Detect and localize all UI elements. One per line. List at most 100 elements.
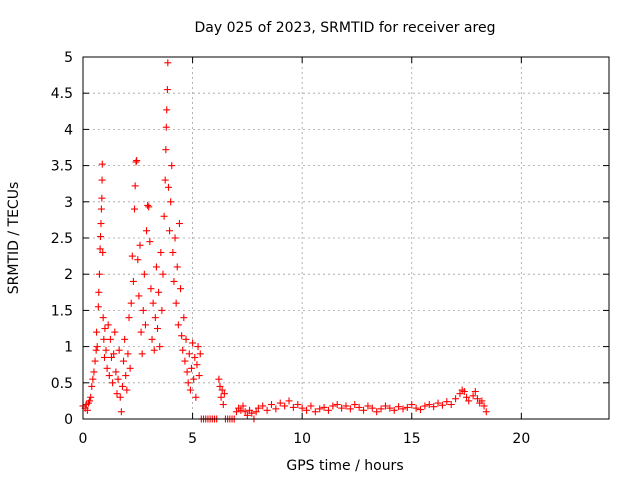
data-point [329,402,337,410]
data-point [434,399,442,407]
data-point [452,395,460,403]
data-point [263,406,271,414]
data-point [111,328,119,336]
data-point [239,402,247,410]
data-point [252,408,260,416]
data-point [456,390,464,398]
data-point [474,395,481,403]
data-point [395,403,403,411]
data-point [166,227,174,235]
data-point [412,404,420,412]
data-point [438,401,446,409]
data-point [254,404,262,412]
data-point [164,183,172,191]
data-point [187,364,195,372]
y-tick-label: 4 [64,122,73,138]
plot-frame [82,56,610,420]
data-point [148,335,156,343]
data-point [155,288,163,296]
data-point [163,106,171,114]
data-point [179,346,187,354]
data-point [289,403,297,411]
data-point [298,404,306,412]
data-point [92,346,100,354]
data-point [320,403,328,411]
data-point [157,248,165,256]
data-point [311,408,319,416]
data-point [232,408,240,416]
data-point [175,220,183,228]
data-point [430,403,438,411]
data-point [355,403,363,411]
data-point [390,406,398,414]
data-point [184,379,192,387]
data-point [351,401,359,409]
data-point [116,393,124,401]
data-point [107,353,115,361]
data-point [169,248,177,256]
data-point [144,201,152,209]
data-point [180,314,188,322]
data-point [124,350,132,358]
data-point [281,402,289,410]
data-point [140,270,148,278]
data-point [294,401,302,409]
data-point [125,314,133,322]
data-point [141,321,149,329]
data-points [79,59,490,423]
data-point [243,411,251,419]
data-point [482,408,490,416]
data-point [118,382,126,390]
data-point [139,306,147,314]
data-point [178,332,186,340]
data-point [102,346,110,354]
data-point [216,382,224,390]
data-point [98,176,106,184]
data-point [136,241,144,249]
data-point [154,325,162,332]
data-point [163,86,171,94]
data-point [417,406,425,414]
data-point [100,335,108,343]
data-point [360,406,368,414]
y-tick-label: 2 [64,267,73,283]
data-point [93,343,101,351]
data-point [135,292,143,300]
data-point [112,368,120,376]
data-point [117,408,125,416]
data-point [167,198,175,206]
y-tick-label: 5 [64,50,73,66]
x-tick-label: 5 [188,431,197,447]
data-point [241,408,249,416]
data-point [152,263,160,271]
data-point [147,285,155,293]
data-point [91,357,99,365]
y-tick-label: 0.5 [51,376,73,392]
data-point [122,372,130,380]
data-point [381,402,389,410]
data-point [132,158,140,166]
data-point [303,406,311,414]
data-point [129,277,137,285]
data-point [373,408,381,416]
data-point [89,375,97,383]
data-point [447,401,455,409]
x-tick-label: 0 [79,431,88,447]
data-point [123,386,131,394]
y-tick-label: 2.5 [51,231,73,247]
data-point [145,203,153,211]
data-point [97,220,105,228]
data-point [104,321,112,329]
data-point [173,263,181,271]
data-point [465,397,473,405]
data-point [150,346,158,354]
data-point [386,404,394,412]
data-point [460,387,468,395]
data-point [171,234,179,242]
data-point [120,357,128,365]
data-point [88,382,96,390]
data-point [95,288,103,296]
data-point [162,146,170,154]
data-point [164,59,172,67]
data-point [170,277,178,285]
